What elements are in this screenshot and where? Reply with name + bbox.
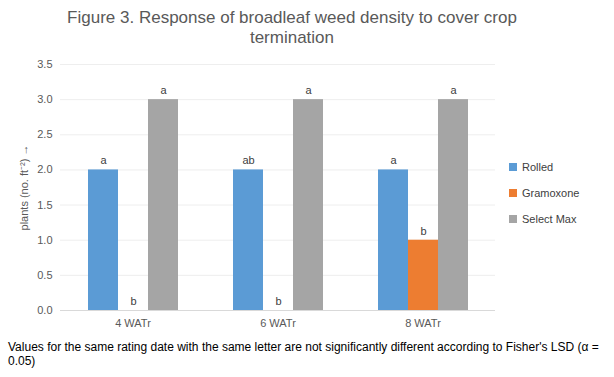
svg-text:0.5: 0.5 [37, 269, 52, 281]
svg-text:4 WATr: 4 WATr [115, 317, 151, 329]
svg-text:6 WATr: 6 WATr [260, 317, 296, 329]
html-text:Rolled: Rolled [522, 161, 554, 173]
svg-text:b: b [130, 295, 136, 307]
html-text:Select Max: Select Max [522, 213, 577, 225]
svg-text:b: b [275, 295, 281, 307]
svg-text:ab: ab [242, 154, 254, 166]
svg-text:2.5: 2.5 [37, 128, 52, 140]
html-text:Gramoxone: Gramoxone [522, 187, 580, 199]
svg-text:1.0: 1.0 [37, 234, 52, 246]
svg-text:1.5: 1.5 [37, 199, 52, 211]
svg-text:b: b [420, 225, 426, 237]
svg-text:a: a [160, 84, 167, 96]
svg-text:a: a [100, 154, 107, 166]
svg-text:plants (no. ft⁻²) →: plants (no. ft⁻²) → [18, 145, 30, 231]
svg-text:a: a [390, 154, 397, 166]
svg-text:0.0: 0.0 [37, 304, 52, 316]
html-text:Figure 3. Response of broadlea: Figure 3. Response of broadleaf weed den… [67, 8, 517, 47]
svg-text:a: a [450, 84, 457, 96]
svg-text:3.0: 3.0 [37, 93, 52, 105]
svg-text:a: a [305, 84, 312, 96]
svg-text:2.0: 2.0 [37, 163, 52, 175]
svg-text:3.5: 3.5 [37, 58, 52, 70]
html-text:Values for the same rating dat: Values for the same rating date with the… [8, 340, 599, 368]
svg-text:8 WATr: 8 WATr [405, 317, 441, 329]
